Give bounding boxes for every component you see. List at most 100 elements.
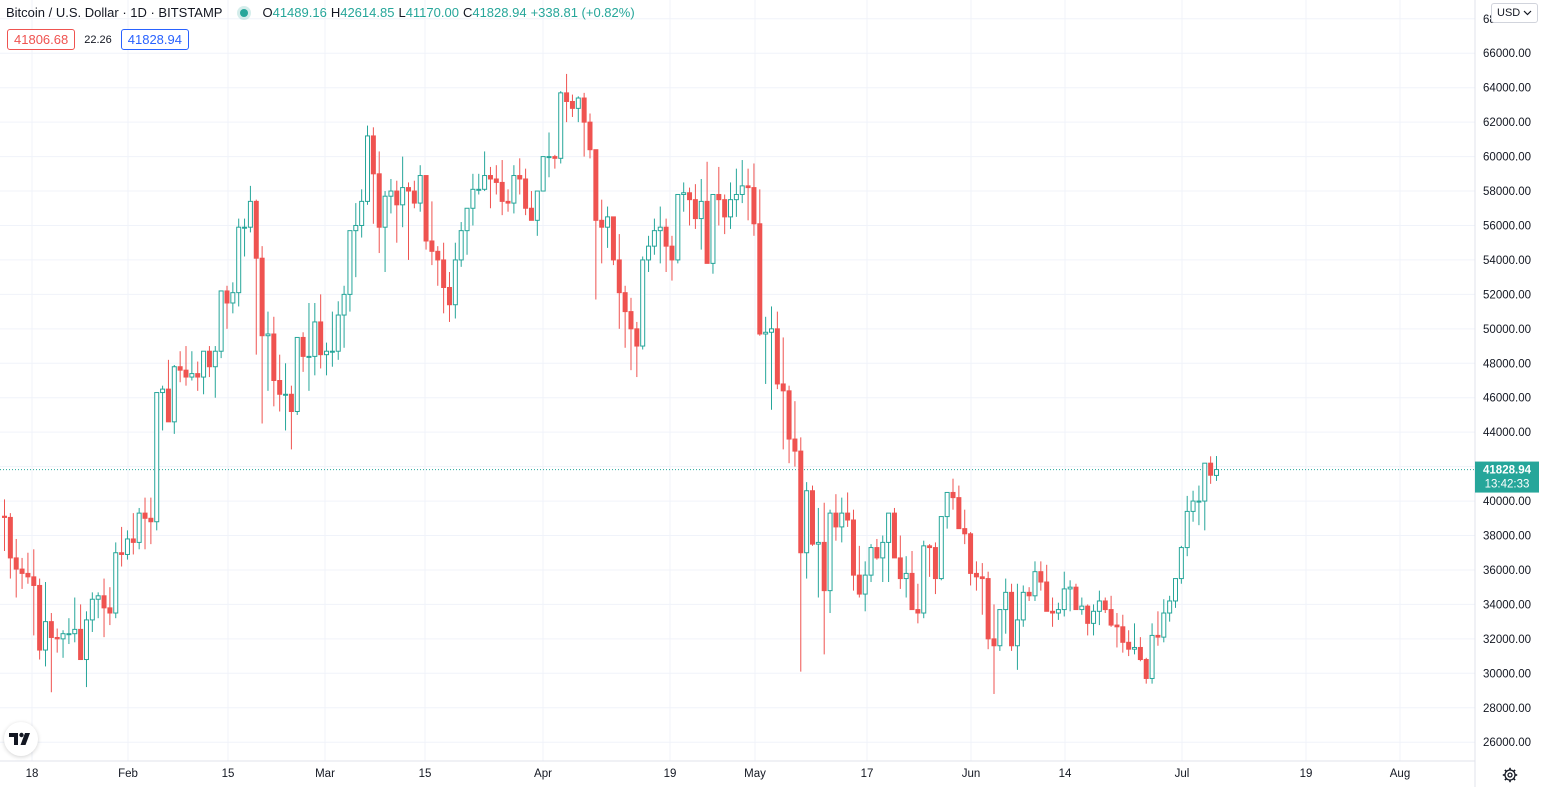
candle[interactable] (927, 544, 933, 577)
candle[interactable] (83, 611, 89, 688)
candle[interactable] (728, 182, 734, 229)
candle[interactable] (446, 271, 452, 322)
candle[interactable] (195, 361, 201, 391)
candle[interactable] (160, 385, 166, 431)
candle[interactable] (1143, 657, 1149, 684)
candle[interactable] (944, 491, 950, 529)
candle[interactable] (405, 182, 411, 260)
candle[interactable] (880, 535, 886, 583)
candle[interactable] (359, 189, 365, 238)
candle[interactable] (429, 201, 435, 266)
candle[interactable] (294, 336, 300, 415)
candle[interactable] (25, 552, 31, 584)
candle[interactable] (1173, 578, 1178, 608)
candle[interactable] (681, 182, 687, 212)
currency-select[interactable]: USD (1491, 3, 1539, 23)
candle[interactable] (528, 191, 534, 221)
candle[interactable] (1190, 490, 1196, 522)
candle[interactable] (891, 507, 897, 559)
candle[interactable] (809, 485, 815, 546)
candle[interactable] (89, 592, 95, 632)
candle[interactable] (973, 561, 979, 591)
candle[interactable] (593, 149, 599, 300)
candle[interactable] (821, 502, 827, 655)
candle[interactable] (634, 321, 640, 378)
candle[interactable] (733, 168, 739, 217)
candle[interactable] (130, 513, 136, 555)
candle[interactable] (1149, 623, 1155, 684)
candle[interactable] (183, 346, 189, 386)
candle[interactable] (1079, 597, 1085, 615)
candle[interactable] (886, 512, 892, 583)
candle[interactable] (798, 437, 804, 672)
time-axis[interactable]: 18 Feb 15 Mar 15 Apr 19 May 17 Jun 14 Jul 19 Aug (26, 768, 1411, 780)
candle[interactable] (1014, 583, 1020, 670)
candle[interactable] (1196, 485, 1202, 526)
candle[interactable] (1038, 561, 1044, 591)
candle[interactable] (13, 538, 19, 598)
candle[interactable] (482, 151, 488, 192)
candle[interactable] (1120, 614, 1126, 653)
candle[interactable] (763, 316, 769, 384)
candle[interactable] (107, 587, 113, 626)
candle[interactable] (201, 350, 207, 395)
candle[interactable] (487, 166, 493, 209)
candle[interactable] (7, 513, 13, 579)
candle[interactable] (1167, 595, 1173, 622)
candle[interactable] (833, 494, 839, 541)
candle[interactable] (932, 542, 938, 595)
chart-settings-button[interactable] (1500, 765, 1520, 785)
candle[interactable] (224, 285, 230, 329)
candle[interactable] (265, 311, 271, 391)
candle[interactable] (31, 549, 37, 636)
candle[interactable] (722, 194, 728, 235)
candle[interactable] (786, 385, 792, 464)
candle[interactable] (628, 297, 634, 371)
candle[interactable] (124, 530, 130, 560)
candle[interactable] (411, 180, 417, 209)
candle[interactable] (1114, 613, 1120, 648)
candle[interactable] (1184, 495, 1190, 557)
candle[interactable] (470, 173, 476, 226)
candle[interactable] (646, 235, 652, 272)
candle[interactable] (587, 113, 593, 159)
candle[interactable] (845, 492, 851, 527)
candle[interactable] (675, 193, 681, 264)
candle[interactable] (757, 189, 763, 336)
candle[interactable] (839, 497, 845, 543)
candle[interactable] (605, 206, 611, 248)
candle[interactable] (1073, 583, 1079, 611)
candle[interactable] (54, 628, 60, 653)
candle[interactable] (1096, 590, 1102, 626)
candle[interactable] (938, 516, 944, 581)
candle[interactable] (72, 597, 78, 643)
candle[interactable] (868, 544, 874, 583)
candle[interactable] (692, 184, 698, 229)
candle[interactable] (1208, 456, 1214, 484)
candle[interactable] (300, 332, 306, 372)
candle[interactable] (640, 256, 646, 350)
candle[interactable] (897, 535, 903, 589)
candle[interactable] (1178, 545, 1184, 584)
candle[interactable] (1132, 623, 1138, 655)
candle[interactable] (546, 132, 552, 178)
symbol-title[interactable]: Bitcoin / U.S. Dollar · 1D · BITSTAMP (6, 5, 223, 20)
candle[interactable] (101, 578, 107, 638)
candle[interactable] (739, 160, 745, 204)
candle[interactable] (599, 199, 605, 264)
candle[interactable] (148, 497, 154, 545)
candle[interactable] (874, 538, 880, 560)
candle[interactable] (569, 94, 575, 117)
candle[interactable] (991, 604, 997, 694)
candle[interactable] (651, 218, 657, 255)
candle[interactable] (288, 385, 294, 450)
candle[interactable] (2, 499, 7, 552)
candle[interactable] (382, 191, 388, 272)
candle[interactable] (177, 351, 183, 383)
candle[interactable] (165, 359, 171, 423)
candle[interactable] (253, 199, 259, 355)
candle[interactable] (962, 509, 968, 545)
candle[interactable] (347, 230, 353, 312)
candle[interactable] (581, 92, 587, 157)
candle[interactable] (921, 540, 927, 619)
